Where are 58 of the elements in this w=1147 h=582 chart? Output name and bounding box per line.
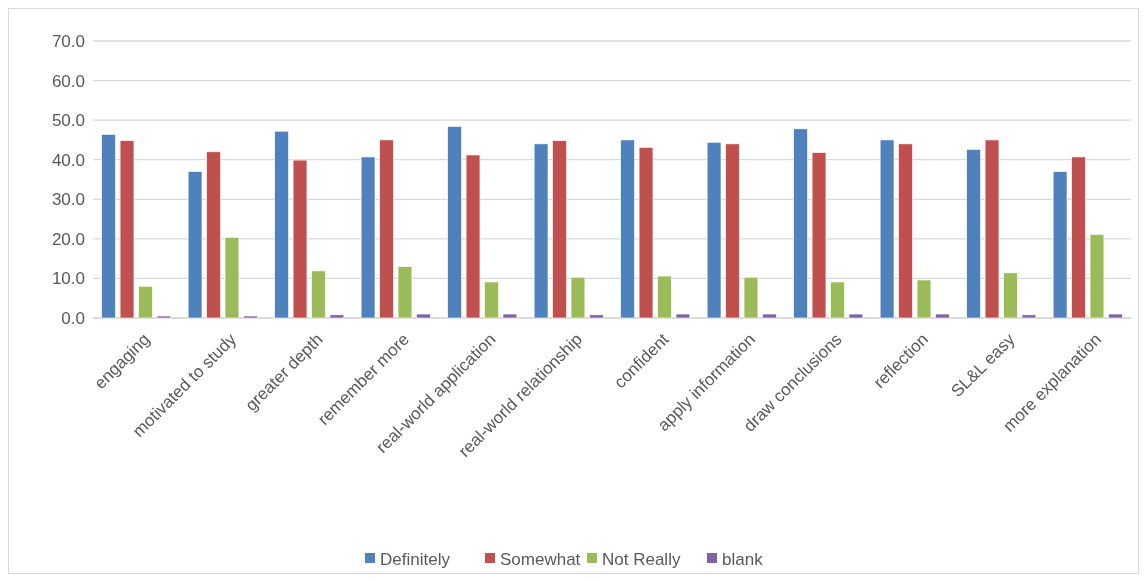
legend-label: Not Really: [602, 549, 681, 569]
bar: [638, 147, 654, 319]
y-tick-label: 70.0: [51, 31, 85, 51]
bar: [119, 140, 135, 319]
y-tick-label: 20.0: [51, 229, 85, 249]
bar: [1052, 171, 1068, 319]
bar: [360, 156, 376, 319]
bar: [138, 286, 153, 319]
bar: [224, 236, 240, 319]
bar: [935, 313, 950, 319]
bar: [274, 130, 289, 319]
bar: [552, 140, 567, 319]
bar: [620, 139, 635, 319]
y-tick-label: 50.0: [51, 111, 85, 131]
bar: [465, 154, 481, 319]
bar: [502, 313, 518, 319]
bar: [1089, 234, 1105, 319]
legend-label: blank: [722, 549, 764, 569]
bar: [292, 159, 308, 319]
bar: [397, 266, 413, 319]
y-tick-label: 40.0: [51, 150, 85, 170]
bar: [533, 143, 549, 319]
bar: [984, 139, 1000, 319]
bar: [101, 134, 116, 319]
bar: [329, 314, 345, 319]
bar: [811, 152, 827, 319]
bar: [1071, 156, 1086, 319]
legend-label: Somewhat: [500, 549, 581, 569]
bar: [379, 139, 394, 319]
y-tick-label: 0.0: [61, 308, 85, 328]
bar: [898, 143, 913, 319]
bar: [793, 128, 808, 319]
bar: [484, 281, 499, 319]
y-tick-label: 30.0: [51, 190, 85, 210]
bar: [762, 313, 777, 319]
y-tick-label: 10.0: [51, 269, 85, 289]
bar: [879, 139, 895, 319]
bar: [570, 276, 586, 319]
bar: [187, 171, 203, 319]
bar: [589, 314, 604, 319]
bar: [743, 276, 759, 319]
bar: [725, 143, 740, 319]
bar: [447, 126, 462, 319]
bar: [657, 275, 672, 319]
bar: [830, 281, 845, 319]
bar: [311, 270, 326, 319]
bar: [206, 151, 221, 319]
bar: [1003, 272, 1018, 319]
bar: [966, 149, 981, 319]
bar: [848, 313, 864, 319]
bar: [916, 279, 932, 319]
bar: [1021, 314, 1037, 319]
bar: [416, 313, 431, 319]
y-tick-label: 60.0: [51, 71, 85, 91]
bar: [675, 313, 691, 319]
legend-label: Definitely: [380, 549, 451, 569]
bar: [1108, 313, 1123, 319]
bar: [706, 142, 722, 319]
